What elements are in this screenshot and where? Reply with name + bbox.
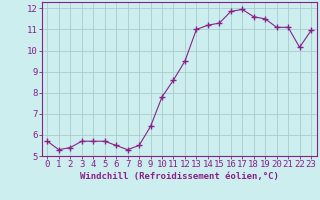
X-axis label: Windchill (Refroidissement éolien,°C): Windchill (Refroidissement éolien,°C): [80, 172, 279, 181]
